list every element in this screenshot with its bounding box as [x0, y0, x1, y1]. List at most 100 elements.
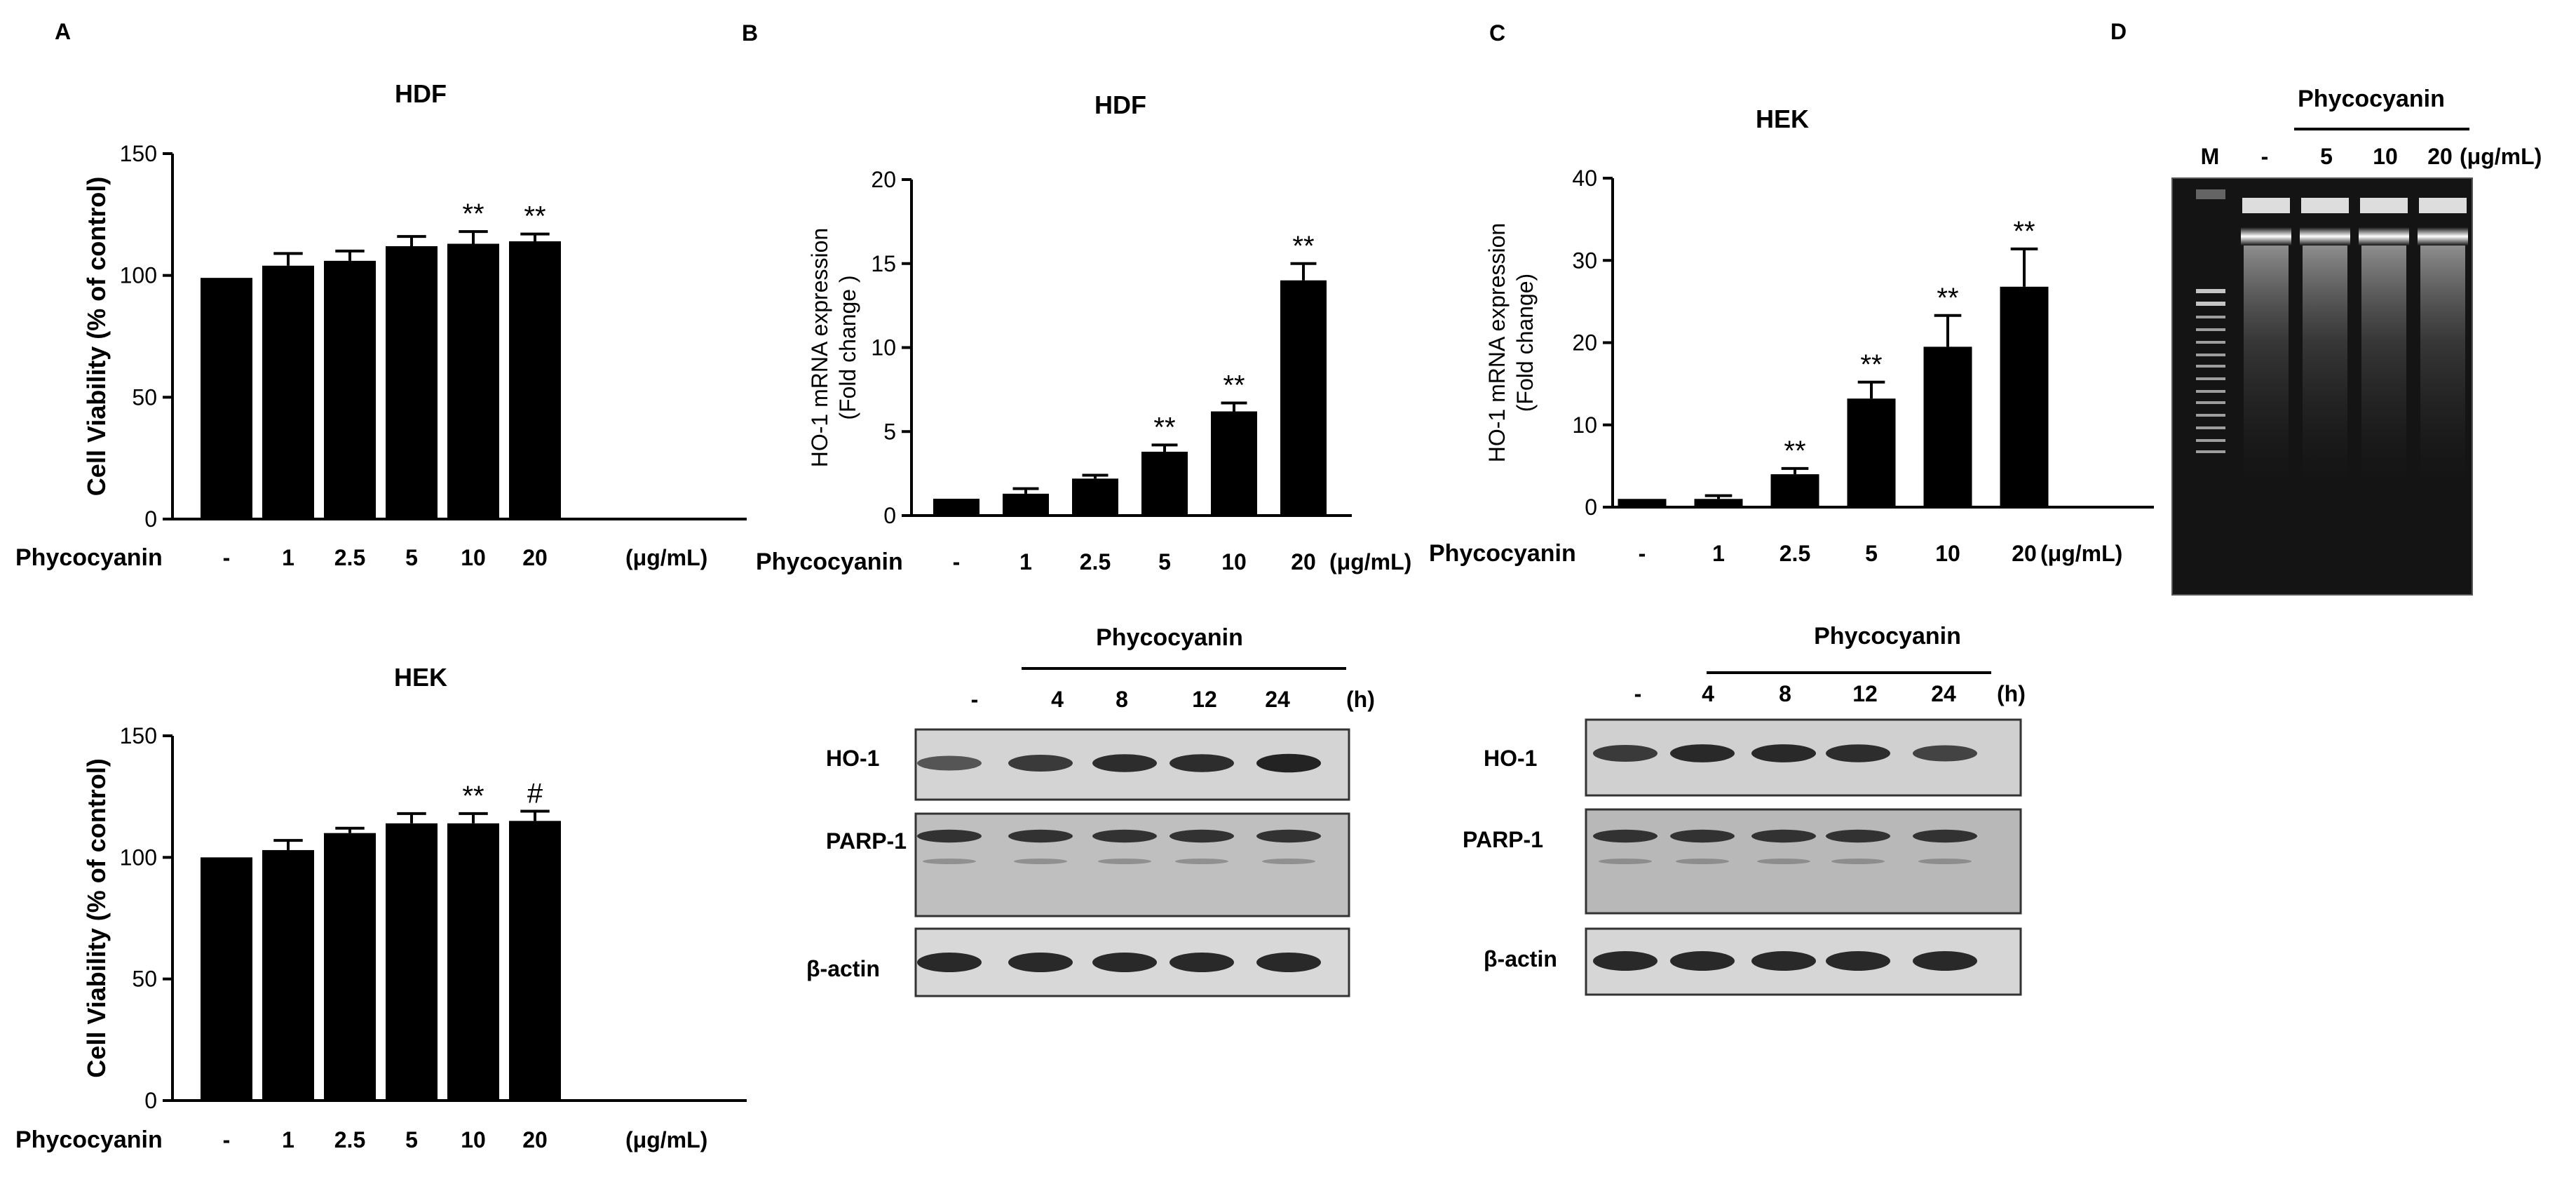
significance-mark: ** [1223, 370, 1245, 401]
unit-label: (μg/mL) [625, 1127, 707, 1152]
gel-ladder-band [2196, 450, 2225, 453]
blot-band-cleaved [1014, 859, 1067, 864]
blot-row-label-ho1: HO-1 [826, 746, 879, 771]
gel-well-band [2242, 198, 2290, 213]
y-tick-label: 50 [132, 384, 157, 410]
y-tick-label: 40 [1572, 166, 1597, 191]
significance-mark: # [527, 778, 543, 809]
blot-band [1913, 829, 1977, 843]
gel-smear [2303, 246, 2347, 484]
blot-band-cleaved [1831, 859, 1885, 864]
x-tick-label: 1 [282, 1127, 294, 1152]
bar [1211, 411, 1257, 516]
gel-well-band [2360, 198, 2408, 213]
bar [201, 857, 252, 1101]
blot-band [1826, 744, 1890, 762]
bar [1923, 347, 1972, 507]
y-tick-label: 150 [120, 141, 157, 166]
blot-treatment-label: Phycocyanin [1096, 624, 1243, 651]
blot-row-label-actin: β-actin [1484, 946, 1557, 971]
blot-band [1170, 829, 1234, 843]
blot-band-cleaved [1262, 859, 1315, 864]
y-tick-label: 5 [883, 419, 896, 444]
gel-treatment-label: Phycocyanin [2298, 86, 2445, 112]
blot-lane-label: - [971, 687, 979, 712]
x-tick-label: 2.5 [334, 545, 365, 570]
x-tick-label: 20 [2012, 541, 2037, 566]
significance-mark: ** [524, 201, 545, 232]
x-tick-label: 20 [522, 545, 548, 570]
blot-band [1008, 755, 1073, 772]
x-tick-label: 5 [1158, 549, 1171, 574]
bar [1003, 493, 1049, 516]
y-axis-label-units: (Fold change) [1512, 274, 1538, 412]
gel-smear [2361, 246, 2406, 484]
bar [201, 278, 252, 519]
gel-ladder-band [2196, 414, 2225, 417]
x-tick-label: 1 [1019, 549, 1032, 574]
significance-mark: ** [1153, 412, 1175, 443]
gel-genomic-band [2359, 227, 2409, 246]
gel-ladder-band [2196, 377, 2225, 380]
x-tick-label: 2.5 [1780, 541, 1810, 566]
blot-band [1092, 953, 1157, 972]
x-tick-label: 5 [405, 1127, 418, 1152]
significance-mark: ** [2013, 216, 2035, 247]
x-tick-label: 2.5 [334, 1127, 365, 1152]
treatment-axis-label: Phycocyanin [15, 1126, 163, 1153]
gel-well-band [2419, 198, 2467, 213]
blot-band [1751, 951, 1816, 971]
bar [509, 241, 561, 519]
panel-letter-c: C [1489, 20, 1505, 46]
gel-ladder-band [2196, 354, 2225, 356]
gel-ladder-band [2196, 289, 2225, 293]
gel-ladder-well [2196, 189, 2225, 199]
blot-band [1593, 829, 1658, 843]
x-tick-label: 10 [461, 1127, 486, 1152]
hek-western-blot: Phycocyanin - 4 8 12 24 (h) HO-1 PARP-1 … [1463, 623, 2026, 996]
blot-lane-label: 4 [1051, 687, 1064, 712]
blot-lane-label: 24 [1265, 687, 1290, 712]
significance-mark: ** [462, 781, 484, 812]
significance-mark: ** [1937, 283, 1958, 314]
bar [447, 823, 499, 1101]
blot-lane-label: 8 [1779, 681, 1791, 706]
x-tick-label: 20 [1291, 549, 1316, 574]
x-tick-label: 5 [1865, 541, 1878, 566]
gel-ladder-band [2196, 439, 2225, 442]
blot-band [917, 829, 982, 843]
x-tick-label: 5 [405, 545, 418, 570]
bar [1847, 398, 1896, 507]
blot-row-label-actin: β-actin [806, 956, 880, 981]
hek-viability-chart: HEK 0 50 100 150 Cell Viability (% of control… [15, 663, 747, 1153]
blot-band [1092, 754, 1157, 772]
gel-genomic-band [2418, 227, 2468, 246]
y-axis-label: HO-1 mRNA expression [807, 228, 832, 467]
gel-ladder-band [2196, 401, 2225, 404]
blot-band [1826, 829, 1890, 843]
panel-letter-d: D [2110, 19, 2127, 44]
gel-smear [2244, 246, 2289, 484]
significance-mark: ** [1292, 231, 1314, 262]
y-tick-label: 20 [1572, 330, 1597, 356]
gel-unit-label: (μg/mL) [2460, 144, 2542, 169]
y-tick-label: 50 [132, 967, 157, 992]
treatment-axis-label: Phycocyanin [756, 549, 903, 575]
blot-strip [914, 812, 1350, 917]
gel-lane-label: 20 [2427, 144, 2453, 169]
chart-title: HEK [394, 663, 447, 692]
chart-title: HEK [1756, 105, 1809, 133]
blot-band [917, 953, 982, 972]
unit-label: (μg/mL) [625, 545, 707, 570]
bar [386, 823, 438, 1101]
gel-ladder-band [2196, 341, 2225, 344]
panel-letter-a: A [55, 19, 71, 44]
blot-band [1913, 745, 1977, 762]
blot-band [1826, 951, 1890, 971]
bar [933, 499, 979, 516]
y-axis-label: HO-1 mRNA expression [1484, 223, 1510, 462]
y-axis-label: Cell Viability (% of control) [82, 758, 111, 1077]
blot-row-label-ho1: HO-1 [1484, 746, 1537, 771]
x-tick-label: - [1639, 541, 1646, 566]
y-tick-label: 15 [871, 251, 896, 276]
